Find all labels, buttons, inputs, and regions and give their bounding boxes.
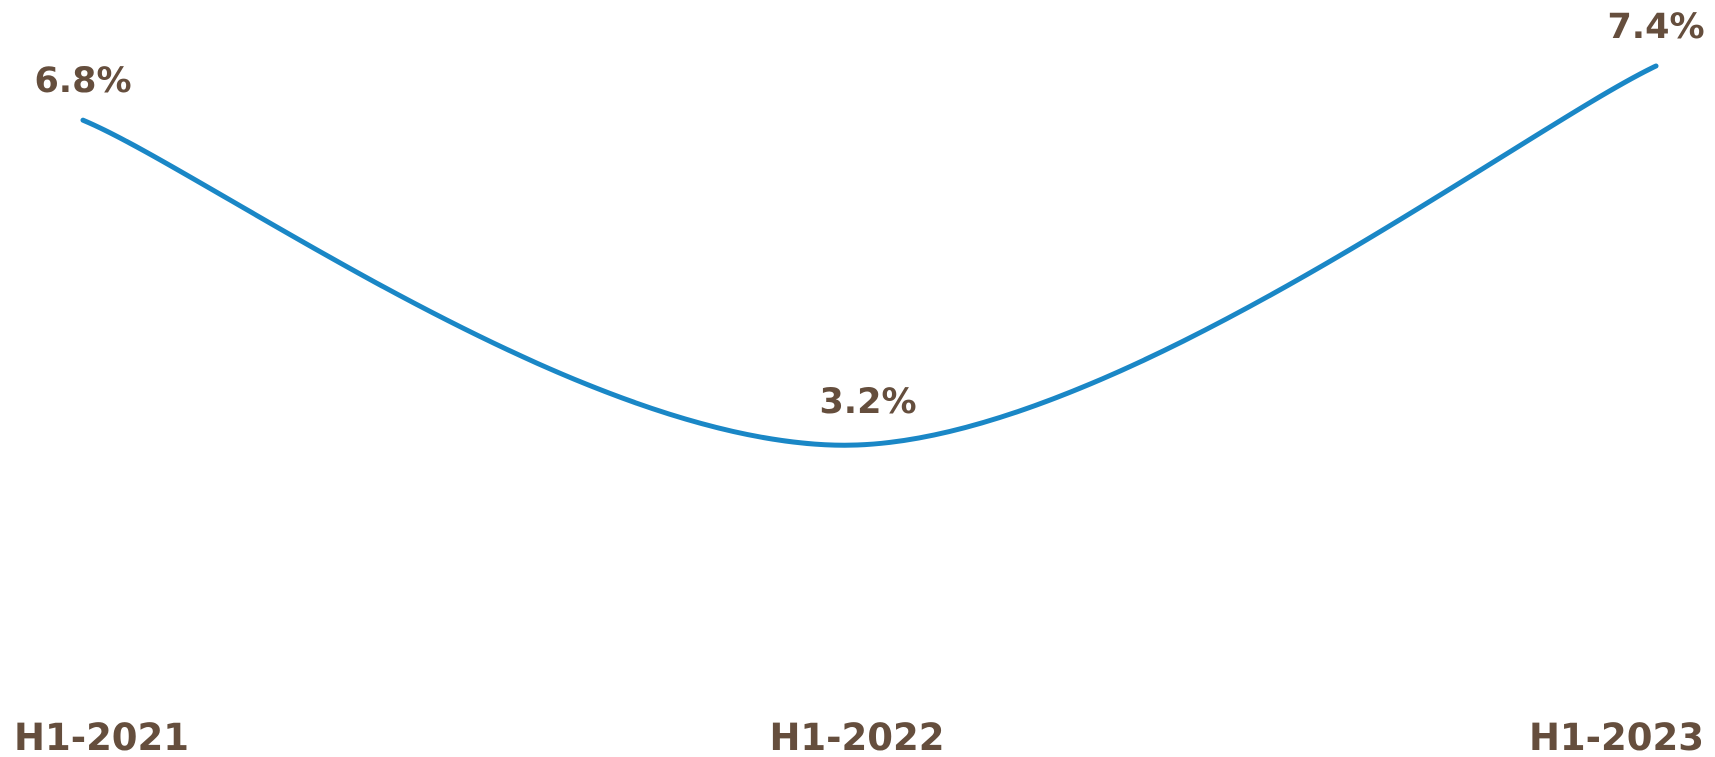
- x-tick-label: H1-2022: [769, 716, 944, 757]
- data-label: 7.4%: [1607, 7, 1704, 47]
- x-tick-label: H1-2023: [1529, 716, 1704, 757]
- data-labels: 6.8% 3.2% 7.4%: [34, 7, 1704, 422]
- x-axis-tick-labels: H1-2021 H1-2022 H1-2023: [14, 716, 1704, 757]
- x-tick-label: H1-2021: [14, 716, 189, 757]
- data-label: 6.8%: [34, 61, 131, 101]
- data-label: 3.2%: [819, 382, 916, 422]
- series-line: [80, 63, 1659, 448]
